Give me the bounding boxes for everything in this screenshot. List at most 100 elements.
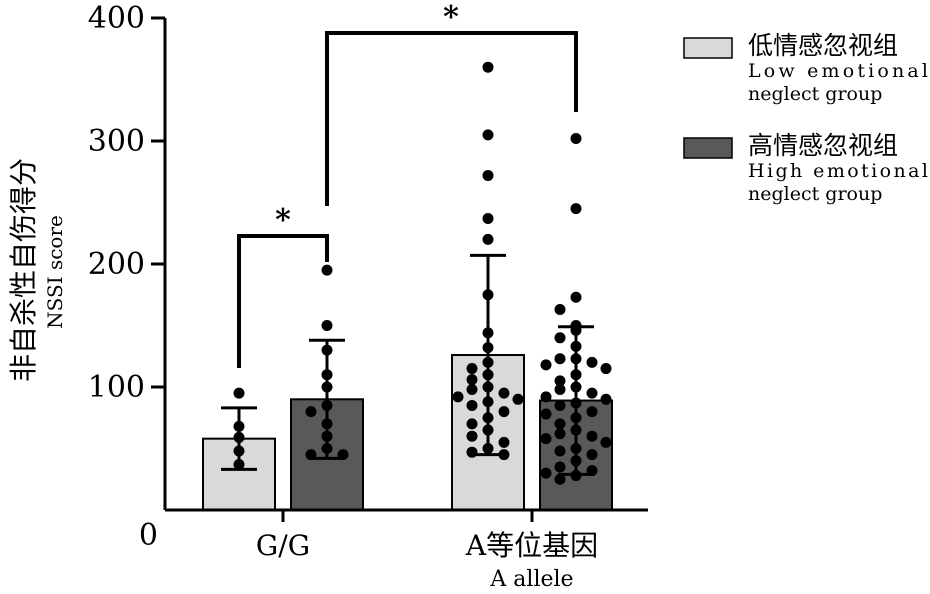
data-point bbox=[498, 387, 510, 399]
data-point bbox=[600, 436, 612, 448]
data-point bbox=[554, 353, 566, 365]
data-point bbox=[554, 383, 566, 395]
data-point bbox=[540, 467, 552, 479]
y-tick-label: 300 bbox=[88, 124, 145, 159]
data-point bbox=[512, 393, 524, 405]
legend-label: 高情感忽视组 bbox=[748, 131, 898, 160]
data-point bbox=[337, 449, 349, 461]
data-point bbox=[466, 383, 478, 395]
legend-label-en: neglect group bbox=[748, 83, 882, 105]
significance-star: * bbox=[275, 203, 291, 238]
data-point bbox=[570, 424, 582, 436]
data-point bbox=[233, 445, 245, 457]
data-point bbox=[586, 387, 598, 399]
data-point bbox=[554, 428, 566, 440]
x-category-label: A等位基因 bbox=[465, 529, 598, 562]
significance-bracket bbox=[237, 234, 329, 368]
data-point bbox=[600, 363, 612, 375]
data-point bbox=[554, 375, 566, 387]
data-point bbox=[540, 391, 552, 403]
data-point bbox=[554, 461, 566, 473]
y-tick-label: 200 bbox=[88, 247, 145, 282]
data-point bbox=[600, 393, 612, 405]
data-point bbox=[540, 408, 552, 420]
data-point bbox=[321, 264, 333, 276]
data-point bbox=[482, 233, 494, 245]
data-point bbox=[570, 470, 582, 482]
x-category-label: G/G bbox=[256, 529, 310, 562]
data-point bbox=[452, 391, 464, 403]
data-point bbox=[554, 418, 566, 430]
significance-bracket bbox=[325, 31, 578, 206]
data-point bbox=[570, 412, 582, 424]
data-point bbox=[554, 399, 566, 411]
data-point bbox=[554, 304, 566, 316]
data-point bbox=[482, 443, 494, 454]
data-point bbox=[554, 473, 566, 485]
legend-label-en: neglect group bbox=[748, 183, 882, 205]
legend-swatch bbox=[683, 137, 733, 159]
data-point bbox=[321, 430, 333, 442]
data-point bbox=[570, 455, 582, 467]
data-point bbox=[233, 458, 245, 470]
data-point bbox=[570, 381, 582, 393]
x-category-sublabel: A allele bbox=[489, 567, 573, 592]
legend-swatch bbox=[683, 37, 733, 59]
data-point bbox=[482, 327, 494, 339]
data-point bbox=[466, 446, 478, 458]
data-point bbox=[540, 359, 552, 371]
data-point bbox=[498, 436, 510, 448]
y-tick-label: 0 bbox=[139, 518, 158, 553]
data-point bbox=[570, 340, 582, 352]
data-point bbox=[540, 433, 552, 445]
data-point bbox=[466, 418, 478, 430]
data-point bbox=[321, 418, 333, 430]
data-point bbox=[233, 431, 245, 443]
data-point bbox=[586, 449, 598, 461]
data-point bbox=[482, 369, 494, 381]
legend-label-en: Low emotional bbox=[748, 60, 928, 82]
data-point bbox=[570, 291, 582, 303]
data-point bbox=[498, 406, 510, 418]
legend-label: 低情感忽视组 bbox=[748, 31, 898, 60]
data-point bbox=[586, 430, 598, 442]
data-point bbox=[482, 342, 494, 354]
y-tick-label: 100 bbox=[88, 370, 145, 405]
data-point bbox=[482, 396, 494, 408]
data-point bbox=[570, 369, 582, 381]
data-point bbox=[482, 381, 494, 393]
data-point bbox=[321, 344, 333, 356]
data-point bbox=[498, 449, 510, 461]
data-point bbox=[321, 381, 333, 393]
data-point bbox=[321, 320, 333, 331]
data-point bbox=[570, 443, 582, 454]
data-point bbox=[482, 212, 494, 224]
data-point bbox=[586, 406, 598, 418]
data-point bbox=[482, 412, 494, 424]
data-point bbox=[466, 374, 478, 386]
legend-label-en: High emotional bbox=[748, 160, 928, 182]
data-point bbox=[570, 133, 582, 145]
y-tick-label: 400 bbox=[88, 1, 145, 36]
data-point bbox=[586, 465, 598, 477]
data-point bbox=[482, 356, 494, 368]
data-point bbox=[305, 449, 317, 461]
data-point bbox=[482, 169, 494, 181]
data-point bbox=[482, 129, 494, 141]
data-point bbox=[466, 430, 478, 442]
y-axis-title: 非自杀性自伤得分 bbox=[7, 158, 40, 382]
data-point bbox=[305, 406, 317, 418]
data-point bbox=[482, 424, 494, 436]
data-point bbox=[321, 443, 333, 454]
significance-star: * bbox=[443, 0, 459, 35]
data-point bbox=[466, 399, 478, 411]
data-point bbox=[233, 387, 245, 399]
data-point bbox=[586, 356, 598, 368]
y-axis-subtitle: NSSI score bbox=[43, 215, 67, 329]
data-point bbox=[233, 420, 245, 432]
data-point bbox=[554, 445, 566, 457]
data-point bbox=[321, 399, 333, 411]
data-point bbox=[570, 397, 582, 409]
